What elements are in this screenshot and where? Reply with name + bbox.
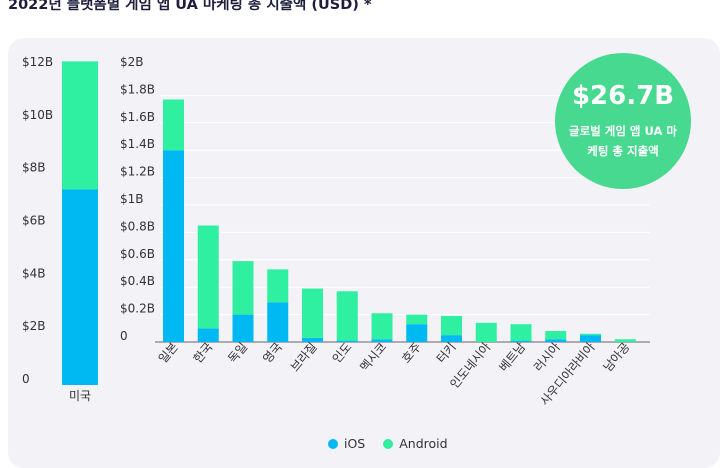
category-label: 남아공: [601, 340, 633, 374]
bar-사우디아라비아-iOS: [580, 335, 601, 342]
bar-남아공-Android: [614, 339, 636, 342]
legend-item-android: Android: [383, 436, 448, 451]
bar-사우디아라비아-Android: [580, 333, 601, 336]
category-label: 터키: [434, 340, 459, 366]
right-ytick-label: 0: [120, 329, 128, 343]
badge-value: $26.7B: [571, 81, 675, 111]
bar-호주-iOS: [406, 324, 428, 342]
bar-일본-Android: [163, 99, 184, 151]
bar-한국-Android: [197, 225, 219, 329]
bar-영국-Android: [267, 269, 289, 303]
bar-독일-Android: [232, 261, 254, 315]
bar-미국-Android: [62, 61, 98, 190]
right-ytick-label: $1.8B: [120, 82, 155, 96]
category-label: 일본: [156, 340, 181, 366]
category-label: 호주: [399, 340, 424, 366]
bar-브라질-iOS: [302, 337, 323, 342]
bar-터키-iOS: [441, 335, 462, 342]
left-ytick-label: $12B: [22, 55, 53, 69]
bar-터키-Android: [441, 315, 462, 336]
legend: iOS Android: [328, 436, 462, 452]
bar-독일-iOS: [232, 314, 254, 342]
bar-러시아-Android: [545, 331, 567, 340]
legend-android-swatch: [383, 438, 394, 449]
category-label: 러시아: [531, 340, 563, 374]
legend-item-ios: iOS: [328, 436, 365, 451]
bar-영국-iOS: [267, 302, 289, 342]
bar-러시아-iOS: [545, 339, 567, 342]
bar-호주-Android: [406, 314, 428, 325]
left-ytick-label: $10B: [22, 108, 53, 122]
bar-한국-iOS: [197, 328, 219, 342]
category-label: 영국: [260, 340, 285, 366]
left-ytick-label: $2B: [22, 319, 46, 333]
category-label: 미국: [69, 389, 91, 403]
category-label: 인도: [330, 340, 355, 366]
badge-caption: 글로벌 게임 앱 UA 마케팅 총 지출액: [569, 124, 677, 158]
bar-베트남-Android: [510, 324, 532, 341]
bar-베트남-iOS: [510, 340, 532, 342]
bar-미국-iOS: [62, 189, 98, 385]
category-label: 독일: [225, 340, 250, 366]
right-ytick-label: $1B: [120, 192, 144, 206]
category-label: 브라질: [288, 340, 320, 374]
bar-멕시코-iOS: [371, 339, 393, 342]
legend-ios-swatch: [328, 438, 338, 449]
bar-인도-Android: [336, 291, 358, 341]
bar-인도네시아-Android: [475, 322, 497, 342]
legend-android-label: Android: [399, 436, 448, 451]
category-label: 한국: [191, 340, 216, 366]
left-ytick-label: $6B: [22, 214, 46, 228]
right-ytick-label: $0.4B: [120, 274, 155, 288]
right-ytick-label: $0.8B: [120, 219, 155, 233]
category-label: 멕시코: [357, 340, 389, 374]
left-ytick-label: 0: [22, 372, 30, 386]
right-ytick-label: $0.2B: [120, 302, 155, 316]
category-label: 베트남: [496, 340, 528, 374]
bar-브라질-Android: [302, 288, 323, 338]
right-ytick-label: $1.4B: [120, 137, 155, 151]
total-spend-badge: $26.7B 글로벌 게임 앱 UA 마케팅 총 지출액: [555, 53, 691, 189]
right-ytick-label: $1.2B: [120, 165, 155, 179]
left-ytick-label: $8B: [22, 161, 46, 175]
bar-멕시코-Android: [371, 313, 393, 340]
right-ytick-label: $0.6B: [120, 247, 155, 261]
right-ytick-label: $2B: [120, 55, 144, 69]
bar-인도-iOS: [336, 340, 358, 342]
bar-일본-iOS: [163, 150, 184, 342]
chart-title: 2022년 플랫폼별 게임 앱 UA 마케팅 총 지출액 (USD) *: [8, 0, 372, 13]
left-ytick-label: $4B: [22, 266, 46, 280]
legend-ios-label: iOS: [344, 436, 366, 451]
right-ytick-label: $1.6B: [120, 110, 155, 124]
